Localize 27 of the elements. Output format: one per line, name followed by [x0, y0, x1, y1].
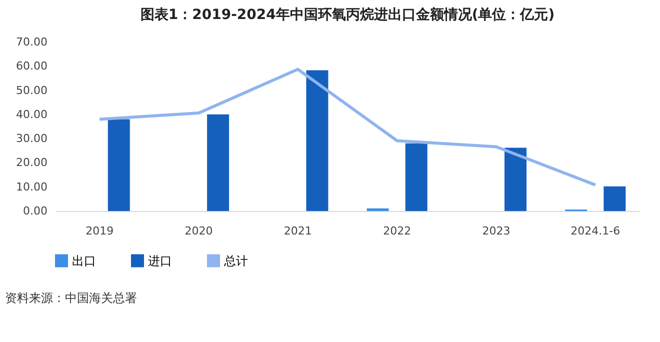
bar	[207, 114, 230, 211]
y-tick-label: 60.00	[16, 60, 48, 73]
bar	[604, 186, 626, 211]
y-tick-label: 10.00	[16, 180, 48, 194]
legend-label: 进口	[148, 254, 172, 268]
chart-title: 图表1：2019-2024年中国环氧丙烷进出口金额情况(单位：亿元)	[140, 6, 555, 23]
x-tick-label: 2024.1-6	[570, 224, 620, 238]
y-tick-label: 50.00	[16, 84, 48, 97]
y-tick-label: 30.00	[16, 132, 48, 146]
bar	[306, 70, 328, 211]
y-tick-label: 70.00	[16, 36, 48, 48]
bar	[504, 148, 527, 211]
x-tick-label: 2021	[284, 224, 312, 238]
x-tick-label: 2023	[482, 224, 510, 238]
legend-label: 总计	[223, 254, 248, 268]
x-tick-label: 2019	[86, 224, 114, 238]
line-series	[98, 68, 597, 186]
x-tick-label: 2020	[184, 224, 213, 238]
x-tick-label: 2022	[383, 224, 412, 238]
y-tick-label: 0.00	[23, 204, 48, 218]
y-tick-label: 40.00	[16, 108, 48, 121]
y-tick-label: 20.00	[16, 156, 48, 170]
bar	[366, 208, 389, 211]
bar	[405, 143, 428, 211]
bar	[108, 119, 130, 211]
text: 资料来源：中国海关总署	[5, 291, 137, 305]
legend-label: 出口	[72, 254, 96, 268]
